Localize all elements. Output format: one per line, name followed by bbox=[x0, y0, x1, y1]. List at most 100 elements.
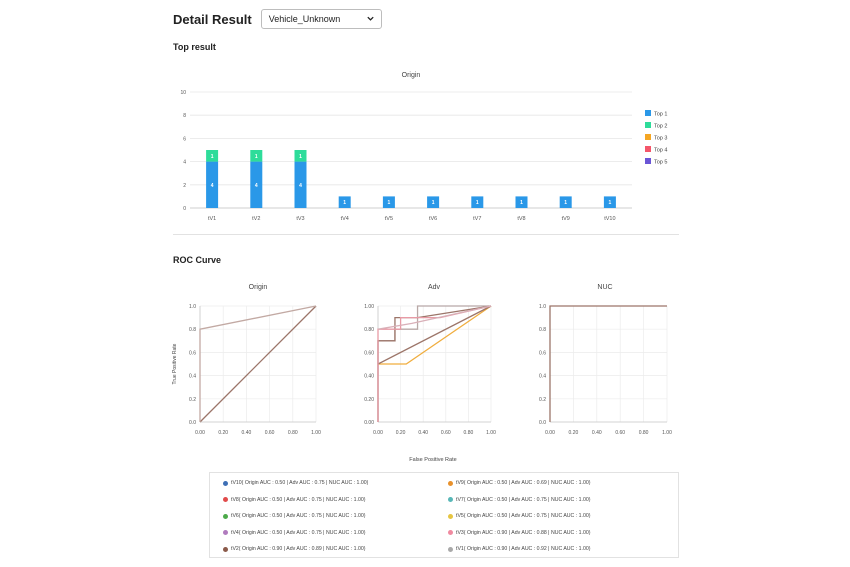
bar-segment bbox=[250, 161, 263, 208]
legend-label: Top 3 bbox=[654, 136, 667, 142]
legend-dot-icon bbox=[223, 513, 228, 519]
x-tick-label: tV8 bbox=[517, 216, 525, 222]
y-tick-label: 0.40 bbox=[364, 374, 374, 380]
x-tick-label: 0.80 bbox=[639, 430, 649, 436]
bar-data-label: 1 bbox=[432, 200, 435, 206]
roc-legend-item: tV4( Origin AUC : 0.50 | Adv AUC : 0.75 … bbox=[223, 530, 365, 536]
roc-series-line bbox=[199, 305, 317, 422]
legend-swatch bbox=[645, 158, 651, 164]
roc-legend-label: tV10( Origin AUC : 0.50 | Adv AUC : 0.75… bbox=[231, 480, 369, 486]
y-tick-label: 1.0 bbox=[189, 304, 196, 310]
bar-data-label: 4 bbox=[211, 183, 214, 189]
bar-segment bbox=[294, 150, 307, 162]
vehicle-select-value: Vehicle_Unknown bbox=[268, 14, 341, 24]
roc-series-line bbox=[378, 305, 492, 365]
bar-segment bbox=[515, 196, 528, 208]
roc-legend-label: tV4( Origin AUC : 0.50 | Adv AUC : 0.75 … bbox=[231, 529, 366, 536]
x-tick-label: 0.60 bbox=[441, 430, 451, 436]
x-tick-label: tV9 bbox=[562, 216, 570, 222]
roc-legend: tV10( Origin AUC : 0.50 | Adv AUC : 0.75… bbox=[209, 472, 679, 558]
roc-legend-label: tV2( Origin AUC : 0.90 | Adv AUC : 0.89 … bbox=[231, 546, 366, 552]
x-tick-label: tV2 bbox=[252, 216, 260, 222]
roc-chart-title: Adv bbox=[428, 284, 441, 291]
y-tick-label: 8 bbox=[183, 113, 186, 119]
bar-segment bbox=[294, 161, 307, 208]
x-tick-label: tV6 bbox=[429, 216, 437, 222]
y-tick-label: 2 bbox=[183, 183, 186, 189]
y-tick-label: 0.00 bbox=[364, 420, 374, 426]
legend-dot-icon bbox=[223, 546, 228, 552]
x-tick-label: 0.00 bbox=[195, 430, 205, 436]
x-tick-label: tV5 bbox=[385, 216, 393, 222]
roc-legend-item: tV1( Origin AUC : 0.90 | Adv AUC : 0.92 … bbox=[448, 546, 590, 552]
x-tick-label: 0.40 bbox=[592, 430, 602, 436]
legend-dot-icon bbox=[448, 513, 453, 519]
roc-series-line bbox=[377, 305, 492, 330]
y-tick-label: 0.20 bbox=[364, 397, 374, 403]
legend-dot-icon bbox=[448, 530, 453, 535]
y-tick-label: 0.2 bbox=[539, 397, 546, 403]
legend-dot-icon bbox=[223, 480, 228, 486]
roc-chart-title: NUC bbox=[597, 284, 612, 291]
bar-data-label: 1 bbox=[299, 154, 302, 160]
legend-dot-icon bbox=[448, 546, 453, 552]
roc-legend-label: tV8( Origin AUC : 0.50 | Adv AUC : 0.75 … bbox=[231, 496, 366, 503]
x-tick-label: 0.80 bbox=[464, 430, 474, 436]
x-tick-label: 1.00 bbox=[662, 430, 672, 436]
y-tick-label: 0.4 bbox=[189, 374, 196, 380]
bar-segment bbox=[206, 150, 219, 162]
roc-legend-item: tV7( Origin AUC : 0.50 | Adv AUC : 0.75 … bbox=[448, 497, 590, 503]
roc-legend-label: tV7( Origin AUC : 0.50 | Adv AUC : 0.75 … bbox=[456, 496, 591, 503]
legend-dot-icon bbox=[223, 497, 228, 502]
roc-chart-title: Origin bbox=[249, 284, 268, 291]
y-tick-label: 0.80 bbox=[364, 327, 374, 333]
y-tick-label: 0.6 bbox=[539, 350, 546, 356]
page-title: Detail Result bbox=[173, 11, 252, 27]
roc-legend-label: tV9( Origin AUC : 0.50 | Adv AUC : 0.69 … bbox=[456, 480, 591, 486]
y-tick-label: 0.60 bbox=[364, 350, 374, 356]
bar-segment bbox=[427, 196, 440, 208]
x-tick-label: tV7 bbox=[473, 216, 481, 222]
roc-legend-label: tV1( Origin AUC : 0.90 | Adv AUC : 0.92 … bbox=[456, 546, 591, 552]
legend-dot-icon bbox=[223, 530, 228, 535]
roc-series-line bbox=[549, 305, 667, 422]
roc-legend-item: tV5( Origin AUC : 0.50 | Adv AUC : 0.75 … bbox=[448, 513, 590, 519]
roc-legend-item: tV10( Origin AUC : 0.50 | Adv AUC : 0.75… bbox=[223, 480, 368, 486]
x-tick-label: 0.20 bbox=[396, 430, 406, 436]
bar-chart-title: Origin bbox=[402, 72, 421, 79]
roc-series-line bbox=[377, 305, 492, 422]
roc-series-line bbox=[377, 305, 492, 422]
roc-series-line bbox=[377, 305, 491, 422]
x-tick-label: 0.20 bbox=[218, 430, 228, 436]
x-tick-label: 0.40 bbox=[418, 430, 428, 436]
bar-segment bbox=[250, 150, 263, 162]
x-tick-label: 0.40 bbox=[242, 430, 252, 436]
bar-data-label: 1 bbox=[609, 200, 612, 206]
y-tick-label: 10 bbox=[180, 90, 186, 96]
x-tick-label: 0.60 bbox=[265, 430, 275, 436]
vehicle-select[interactable]: Vehicle_Unknown bbox=[260, 9, 382, 29]
header: Detail Result Vehicle_Unknown bbox=[173, 9, 382, 29]
x-tick-label: tV3 bbox=[296, 216, 304, 222]
x-tick-label: 0.00 bbox=[545, 430, 555, 436]
y-tick-label: 0.0 bbox=[539, 420, 546, 426]
bar-data-label: 4 bbox=[255, 183, 258, 189]
chevron-down-icon bbox=[367, 16, 374, 21]
bar-segment bbox=[471, 196, 484, 208]
legend-label: Top 2 bbox=[654, 124, 667, 130]
bar-data-label: 1 bbox=[343, 200, 346, 206]
roc-legend-item: tV8( Origin AUC : 0.50 | Adv AUC : 0.75 … bbox=[223, 497, 365, 503]
roc-legend-item: tV3( Origin AUC : 0.90 | Adv AUC : 0.88 … bbox=[448, 530, 590, 536]
bar-segment bbox=[603, 196, 616, 208]
legend-label: Top 4 bbox=[654, 148, 667, 154]
legend-label: Top 1 bbox=[654, 112, 667, 118]
bar-data-label: 1 bbox=[388, 200, 391, 206]
legend-dot-icon bbox=[448, 480, 453, 486]
y-tick-label: 0.0 bbox=[189, 420, 196, 426]
section-divider bbox=[173, 234, 679, 235]
y-tick-label: 0.4 bbox=[539, 374, 546, 380]
bar-segment bbox=[559, 196, 572, 208]
roc-legend-label: tV6( Origin AUC : 0.50 | Adv AUC : 0.75 … bbox=[231, 513, 366, 519]
legend-label: Top 5 bbox=[654, 160, 667, 166]
bar-segment bbox=[206, 161, 219, 208]
